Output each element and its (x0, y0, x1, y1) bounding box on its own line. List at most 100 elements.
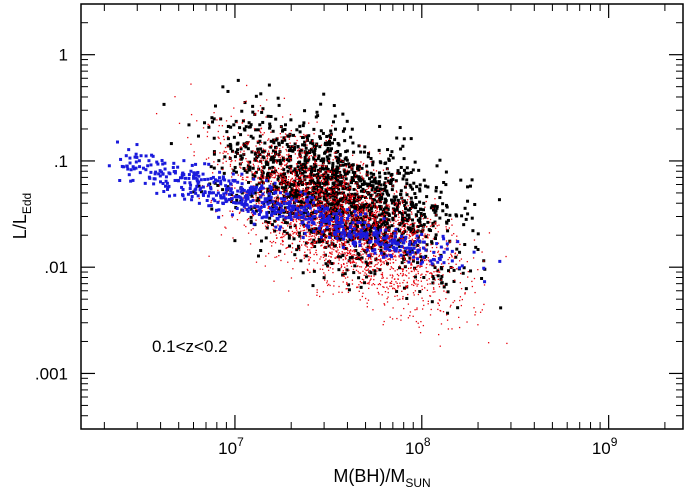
point (373, 269, 377, 273)
point (301, 171, 305, 175)
point (301, 204, 303, 206)
point (319, 174, 321, 177)
point (309, 252, 311, 254)
point (363, 281, 367, 285)
point (325, 155, 329, 159)
point (456, 268, 458, 270)
point (437, 231, 439, 233)
point (325, 178, 329, 182)
point (341, 238, 343, 241)
point (387, 258, 389, 261)
point (360, 194, 364, 198)
point (319, 193, 322, 195)
point (284, 208, 287, 210)
point (249, 192, 253, 196)
point (335, 198, 338, 200)
point (370, 204, 372, 206)
point (346, 182, 350, 186)
point (476, 232, 480, 236)
point (229, 163, 232, 166)
point (373, 278, 375, 281)
point (326, 170, 329, 173)
point (318, 230, 321, 232)
point (382, 226, 384, 228)
point (359, 150, 363, 154)
point (229, 210, 231, 212)
point (259, 92, 263, 96)
point (303, 257, 305, 259)
point (316, 253, 318, 256)
point (363, 229, 367, 233)
point (358, 178, 362, 182)
point (471, 229, 475, 233)
point (342, 208, 344, 210)
point (311, 246, 313, 249)
point (285, 247, 287, 250)
point (225, 151, 228, 153)
point (396, 202, 398, 204)
point (298, 124, 302, 128)
point (421, 308, 424, 310)
point (319, 169, 321, 171)
point (446, 245, 449, 247)
point (377, 182, 381, 186)
point (212, 166, 216, 170)
point (319, 195, 322, 197)
point (307, 249, 309, 251)
point (254, 158, 258, 162)
point (420, 320, 422, 323)
point (338, 252, 340, 254)
point (345, 175, 347, 178)
point (321, 221, 323, 223)
point (382, 250, 384, 253)
point (284, 164, 286, 167)
point (309, 176, 311, 178)
point (273, 197, 276, 199)
point (321, 181, 325, 185)
point (258, 194, 260, 196)
point (354, 223, 358, 227)
point (326, 282, 328, 284)
point (404, 261, 406, 263)
point (367, 216, 369, 219)
point (255, 208, 257, 211)
point (279, 154, 281, 156)
point (325, 214, 327, 216)
point (343, 168, 345, 171)
point (344, 196, 348, 200)
point (372, 224, 374, 226)
point (474, 245, 478, 249)
point (334, 201, 336, 204)
point (256, 254, 260, 258)
point (370, 275, 372, 278)
point (281, 241, 284, 243)
point (293, 232, 295, 234)
point (293, 189, 295, 191)
point (263, 181, 265, 183)
point (403, 250, 407, 254)
point (335, 178, 339, 182)
point (308, 215, 310, 218)
point (375, 259, 378, 262)
point (401, 144, 405, 148)
point (260, 157, 262, 159)
point (312, 156, 316, 160)
point (359, 195, 361, 197)
point (345, 222, 347, 224)
point (334, 197, 336, 199)
point (419, 265, 421, 267)
point (302, 148, 304, 150)
point (283, 128, 287, 132)
point (308, 228, 312, 232)
point (254, 128, 258, 132)
point (329, 267, 332, 269)
point (317, 154, 321, 158)
point (360, 161, 362, 163)
point (392, 230, 394, 232)
point (383, 303, 385, 305)
point (401, 250, 403, 252)
point (423, 258, 425, 260)
point (353, 206, 357, 210)
point (292, 191, 294, 193)
point (374, 229, 378, 233)
